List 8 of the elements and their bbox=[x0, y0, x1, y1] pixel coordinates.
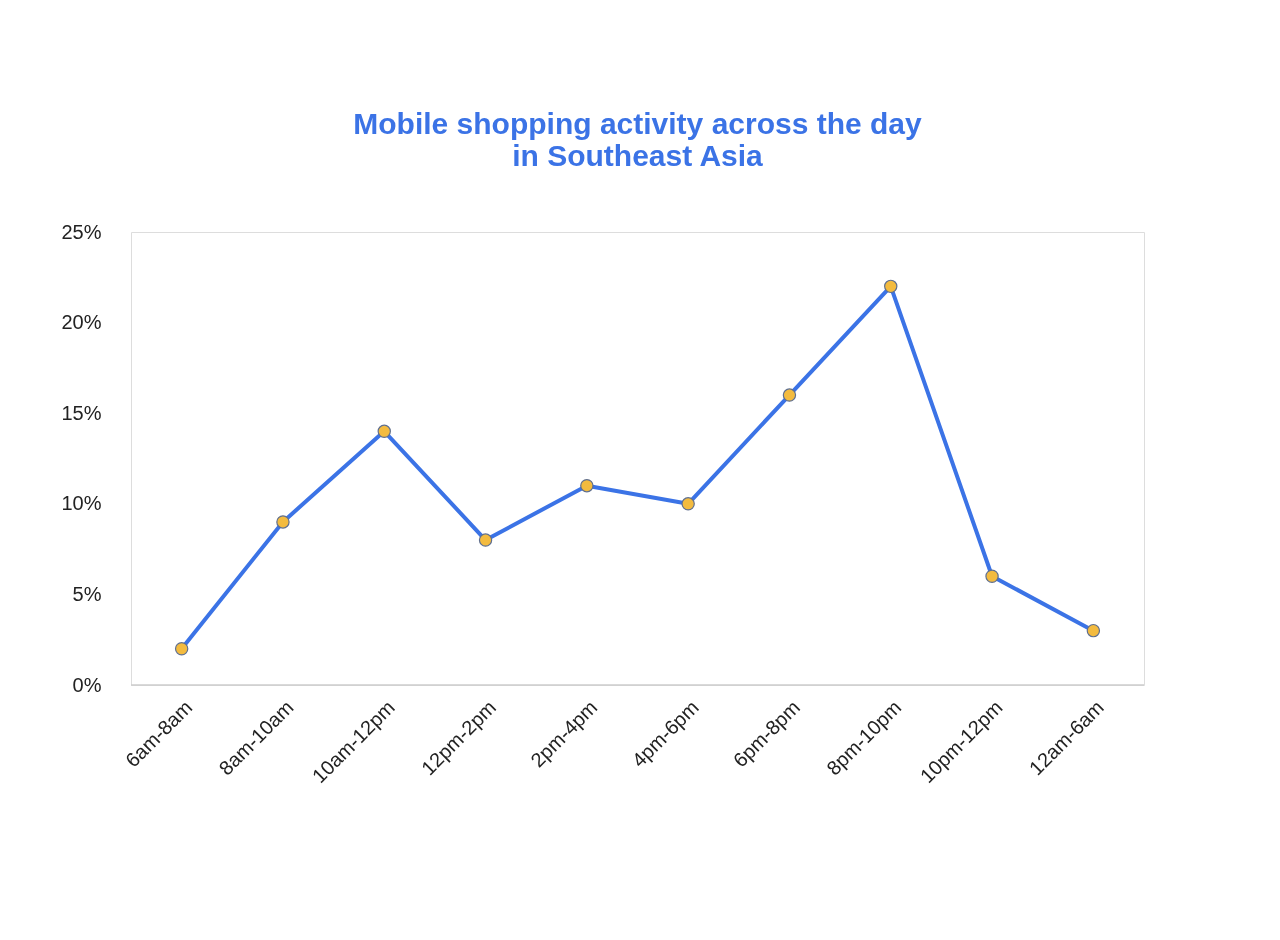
y-tick-label: 0% bbox=[72, 673, 102, 696]
y-tick-label: 5% bbox=[72, 582, 102, 605]
text: Mobile shopping activity across the day bbox=[353, 107, 922, 140]
y-tick-label: 20% bbox=[61, 311, 102, 334]
text: in Southeast Asia bbox=[512, 139, 763, 172]
y-tick-label: 15% bbox=[61, 401, 102, 424]
y-tick-label: 10% bbox=[61, 492, 102, 515]
y-tick-label: 25% bbox=[61, 220, 102, 243]
